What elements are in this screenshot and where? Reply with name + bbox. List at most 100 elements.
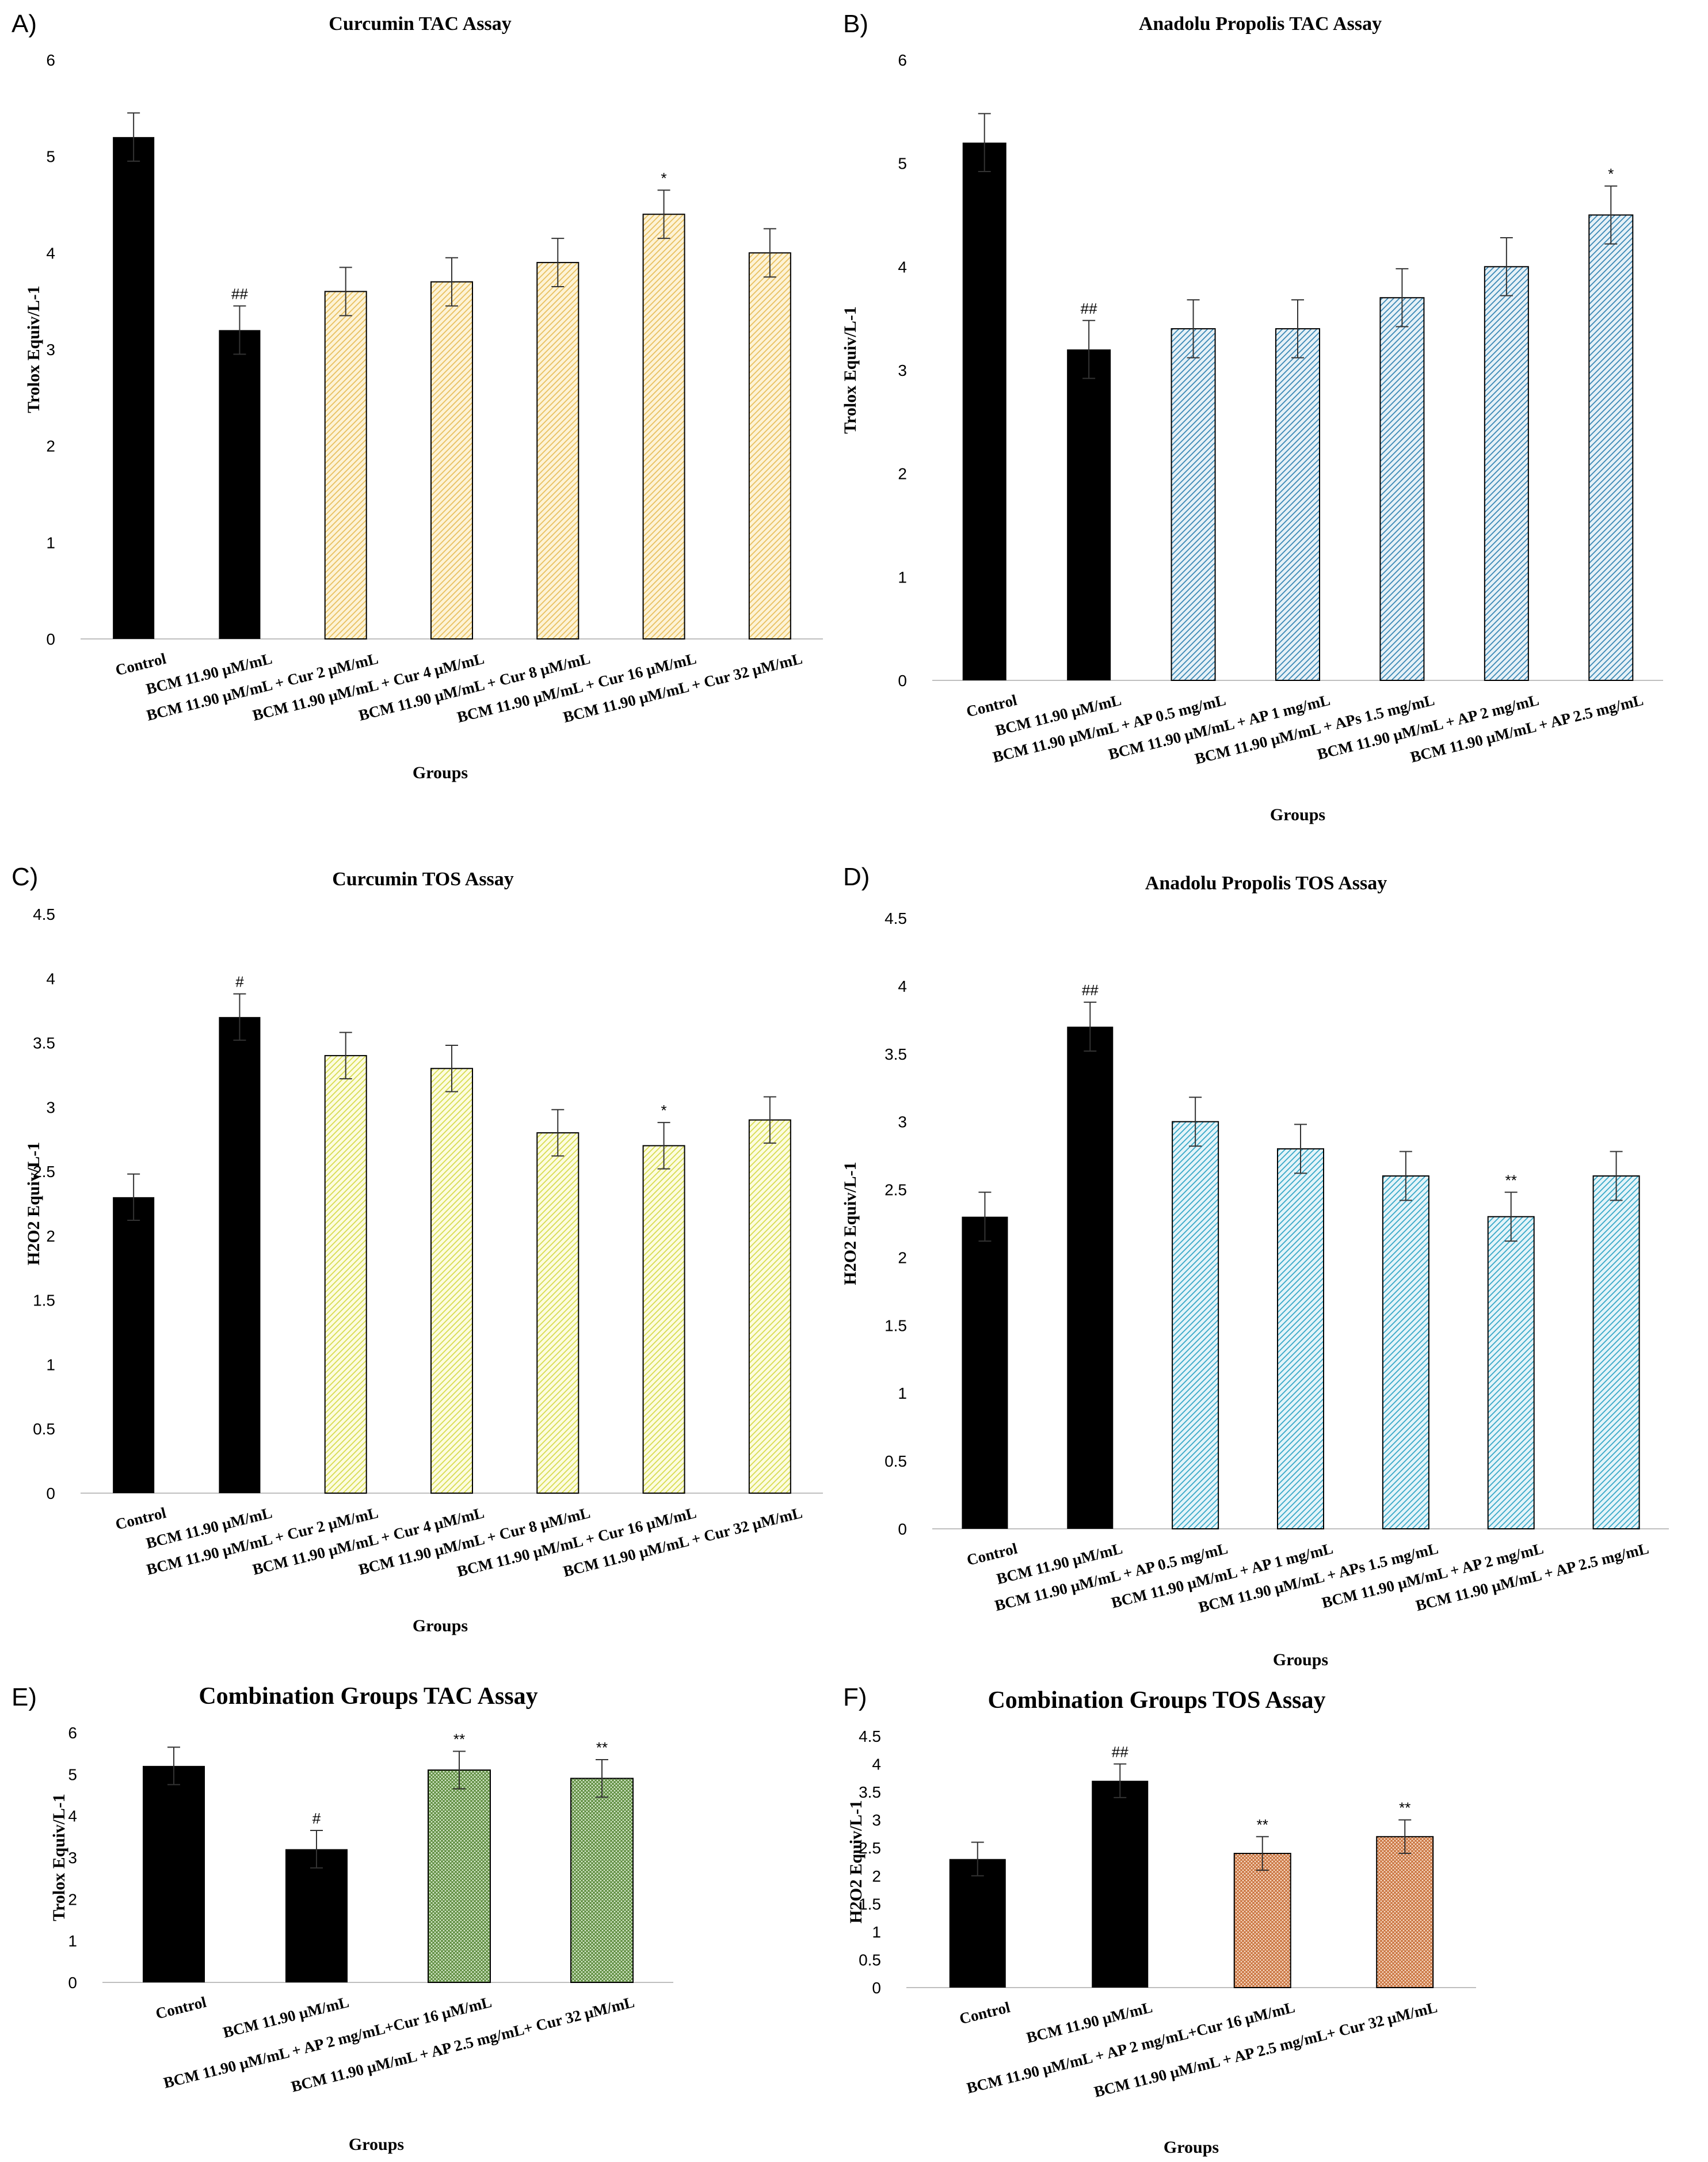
bar [113, 137, 155, 640]
y-tick-label: 0.5 [33, 1420, 55, 1438]
panel-label: A) [12, 10, 37, 38]
y-tick-label: 0 [872, 1979, 881, 1997]
x-tick-label: Control [154, 1993, 208, 2023]
y-tick-label: 2 [898, 465, 907, 483]
bar [324, 291, 367, 640]
y-tick-label: 5 [68, 1765, 77, 1783]
y-tick-label: 2.5 [859, 1839, 881, 1857]
bar [1592, 1175, 1640, 1529]
y-axis-label: Trolox Equiv/L-1 [841, 306, 860, 433]
significance-label: * [1608, 165, 1614, 182]
y-tick-label: 4 [872, 1756, 881, 1773]
bar [1275, 328, 1320, 681]
y-tick-label: 0 [68, 1974, 77, 1992]
bar [949, 1859, 1006, 1988]
bar [570, 1777, 634, 1983]
significance-label: ## [231, 286, 248, 303]
bar [642, 214, 685, 640]
x-axis-label: Groups [1164, 2138, 1219, 2157]
y-tick-label: 2 [872, 1867, 881, 1885]
bar [143, 1765, 205, 1982]
chart-panel-2: B) Anadolu Propolis TAC Assay 0 1 2 3 4 5 6 Trolo… [841, 10, 1663, 824]
y-tick-label: 3 [898, 1113, 907, 1131]
y-axis-label: H2O2 Equiv/L-1 [24, 1142, 43, 1265]
y-tick-label: 4 [898, 258, 907, 276]
y-tick-label: 1 [68, 1932, 77, 1950]
bar [1376, 1836, 1434, 1989]
y-tick-label: 4 [68, 1807, 77, 1825]
bar [1092, 1780, 1149, 1988]
significance-label: * [661, 1102, 667, 1119]
chart-panel-4: D) Anadolu Propolis TOS Assay 0 0.5 1 1.5 2 2.5… [841, 863, 1669, 1669]
y-tick-label: 0.5 [859, 1951, 881, 1969]
x-axis-label: Groups [349, 2135, 404, 2154]
y-tick-label: 3 [898, 361, 907, 379]
y-tick-label: 0 [46, 1485, 55, 1502]
bar [1487, 1216, 1535, 1530]
chart-panel-3: C) Curcumin TOS Assay 0 0.5 1 1.5 2 2.5 3 3.5 4 4.5… [12, 863, 823, 1635]
y-tick-label: 1 [872, 1923, 881, 1941]
y-tick-label: 3.5 [859, 1783, 881, 1801]
y-tick-label: 1 [898, 568, 907, 586]
bar [642, 1145, 685, 1494]
bar [1067, 1026, 1114, 1529]
y-tick-label: 3 [46, 1098, 55, 1116]
bar [219, 1017, 261, 1493]
y-tick-label: 0 [898, 1520, 907, 1538]
bar [748, 1119, 791, 1494]
chart-title: Combination Groups TOS Assay [988, 1687, 1325, 1714]
bar [1379, 297, 1425, 681]
panel-label: F) [843, 1683, 867, 1711]
y-tick-label: 5 [46, 148, 55, 166]
significance-label: ## [1081, 300, 1097, 317]
x-axis-label: Groups [1270, 805, 1325, 824]
panel-label: B) [843, 10, 868, 38]
y-tick-label: 4.5 [33, 905, 55, 923]
y-tick-label: 3.5 [33, 1034, 55, 1052]
bar [1067, 349, 1111, 680]
y-tick-label: 5 [898, 155, 907, 173]
chart-panel-1: A) Curcumin TAC Assay 0 1 2 3 4 5 6 Trolox Equiv/… [12, 10, 823, 782]
x-tick-label: Control [958, 1999, 1012, 2028]
bar [536, 262, 580, 640]
y-tick-label: 0.5 [884, 1452, 907, 1470]
y-tick-label: 4.5 [884, 909, 907, 927]
y-tick-label: 2 [46, 437, 55, 455]
y-tick-label: 6 [898, 51, 907, 69]
x-axis-label: Groups [413, 1616, 468, 1635]
bar [1588, 214, 1634, 681]
bar [962, 142, 1006, 680]
significance-label: * [661, 169, 667, 186]
y-tick-label: 1.5 [884, 1316, 907, 1334]
chart-panel-6: F) Combination Groups TOS Assay 0 0.5 1 1.5 2 2… [843, 1683, 1476, 2157]
y-tick-label: 2 [898, 1249, 907, 1266]
bar [962, 1216, 1008, 1529]
y-tick-label: 2 [68, 1890, 77, 1908]
chart-title: Curcumin TOS Assay [332, 869, 514, 890]
bar [1172, 1121, 1219, 1529]
y-tick-label: 1 [46, 534, 55, 551]
y-tick-label: 4 [46, 244, 55, 262]
y-axis-label: Trolox Equiv/L-1 [24, 286, 43, 413]
bar [536, 1132, 580, 1494]
y-tick-label: 3 [872, 1811, 881, 1829]
bar [324, 1055, 367, 1494]
y-tick-label: 1 [898, 1384, 907, 1402]
panel-label: D) [843, 863, 870, 891]
significance-label: ** [1505, 1171, 1517, 1189]
x-tick-label: Control [964, 691, 1019, 721]
significance-label: ## [1112, 1744, 1128, 1761]
y-tick-label: 1 [46, 1356, 55, 1373]
y-tick-label: 3 [46, 341, 55, 359]
chart-title: Anadolu Propolis TOS Assay [1145, 873, 1387, 894]
y-axis-label: H2O2 Equiv/L-1 [847, 1800, 866, 1923]
significance-label: # [312, 1810, 321, 1827]
bar [219, 330, 261, 639]
chart-title: Combination Groups TAC Assay [199, 1683, 537, 1710]
y-tick-label: 1.5 [859, 1895, 881, 1913]
y-tick-label: 2.5 [33, 1163, 55, 1181]
bar [1277, 1148, 1324, 1530]
x-axis-label: Groups [1273, 1650, 1328, 1669]
significance-label: ** [453, 1731, 465, 1748]
